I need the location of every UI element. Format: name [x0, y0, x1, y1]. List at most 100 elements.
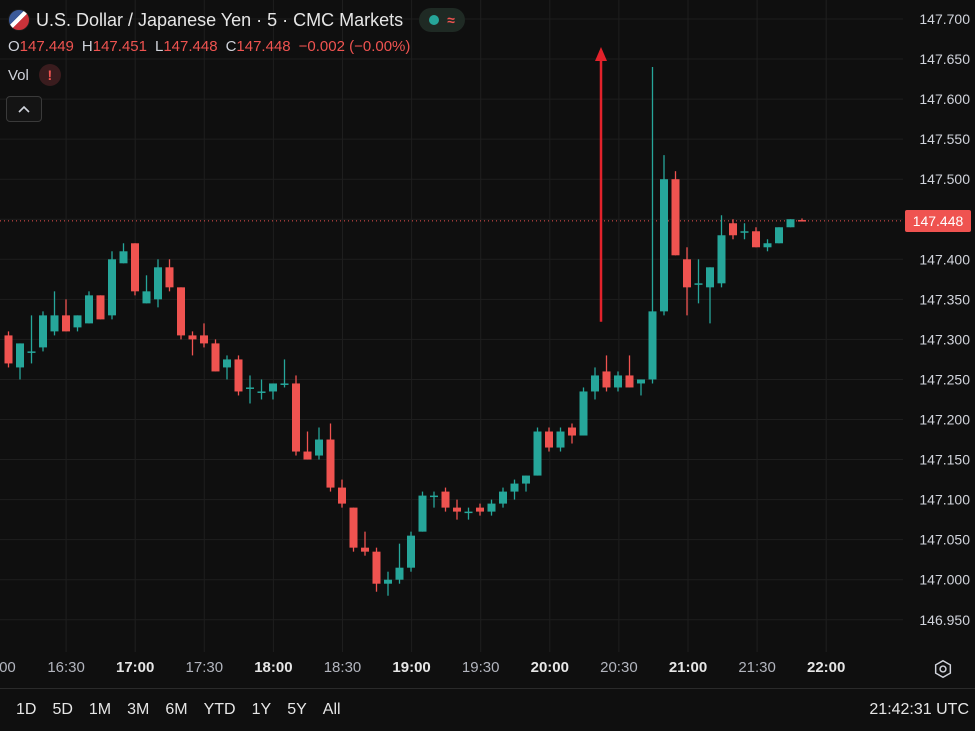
candle-body	[556, 431, 565, 448]
range-1m-button[interactable]: 1M	[88, 701, 112, 718]
candle-body	[706, 267, 714, 288]
candle-body	[752, 231, 760, 248]
range-toolbar: 1D 5D 1M 3M 6M YTD 1Y 5Y All 21:42:31 UT…	[0, 688, 975, 731]
market-status-pill[interactable]: ≈	[419, 8, 465, 32]
range-6m-button[interactable]: 6M	[165, 701, 188, 718]
candle-body	[154, 267, 162, 300]
symbol-legend[interactable]: U.S. Dollar / Japanese Yen · 5 · CMC Mar…	[8, 8, 465, 32]
symbol-title[interactable]: U.S. Dollar / Japanese Yen · 5 · CMC Mar…	[36, 9, 404, 30]
collapse-legend-button[interactable]	[6, 96, 42, 122]
ohlc-open: O147.449	[8, 38, 74, 55]
candle-body	[315, 439, 323, 456]
candle-body	[545, 431, 553, 448]
candle-body	[257, 391, 266, 393]
candle-body	[108, 259, 116, 316]
candle-body	[729, 223, 737, 236]
wave-icon: ≈	[447, 12, 455, 28]
range-5d-button[interactable]: 5D	[52, 701, 73, 718]
candle-body	[16, 343, 24, 368]
price-tick-label: 147.400	[919, 251, 970, 267]
candle-body	[223, 359, 231, 368]
candle-body	[269, 383, 277, 392]
settings-gear-icon[interactable]	[932, 658, 954, 680]
annotation-arrow-head	[595, 47, 607, 62]
volume-indicator[interactable]: Vol !	[8, 64, 61, 86]
time-tick-label: 18:30	[324, 659, 362, 676]
candle-body	[73, 315, 82, 328]
price-tick-label: 147.200	[919, 412, 970, 428]
candle-body	[39, 315, 47, 348]
candle-body	[694, 283, 703, 285]
candle-body	[200, 335, 208, 344]
candle-body	[798, 220, 806, 222]
candle-body	[27, 351, 36, 353]
market-open-dot-icon	[429, 15, 440, 25]
candle-body	[533, 431, 542, 476]
volume-alert-icon[interactable]: !	[38, 64, 61, 86]
ohlc-close: C147.448	[225, 38, 291, 55]
candle-body	[487, 503, 496, 512]
range-1y-button[interactable]: 1Y	[251, 701, 272, 718]
candle-body	[683, 259, 691, 288]
candle-body	[280, 383, 289, 385]
candle-body	[234, 359, 243, 392]
candle-body	[96, 295, 105, 320]
price-chart[interactable]: 147.700 147.650 147.600 147.550 147.500 147.4…	[0, 0, 975, 688]
chevron-up-icon	[18, 105, 30, 113]
usd-jpy-flag-icon	[8, 9, 30, 31]
ohlc-low: L147.448	[154, 38, 218, 55]
time-tick-label: 16:30	[47, 659, 85, 676]
range-1d-button[interactable]: 1D	[16, 701, 37, 718]
time-axis[interactable]: 16:00 16:30 17:00 17:30 18:00 18:30 19:00 19:30…	[0, 659, 845, 676]
candle-body	[786, 219, 795, 228]
candle-body	[591, 375, 599, 392]
price-tick-label: 147.000	[919, 572, 970, 588]
ohlc-change: −0.002 (−0.00%)	[298, 38, 411, 55]
time-tick-label: 21:00	[669, 659, 707, 676]
range-3m-button[interactable]: 3M	[127, 701, 150, 718]
time-tick-label: 17:30	[186, 659, 224, 676]
volume-label: Vol	[8, 66, 29, 84]
candle-body	[188, 335, 197, 340]
utc-clock[interactable]: 21:42:31 UTC	[869, 701, 969, 718]
time-tick-label: 20:00	[531, 659, 569, 676]
candle-body	[602, 371, 611, 388]
time-tick-label: 19:30	[462, 659, 500, 676]
time-tick-label: 22:00	[807, 659, 845, 676]
candle-body	[522, 475, 530, 484]
candle-body	[464, 511, 473, 514]
time-tick-label: 19:00	[392, 659, 430, 676]
candle-body	[50, 315, 59, 332]
candle-body	[717, 235, 726, 284]
candle-body	[579, 391, 588, 436]
candle-body	[763, 243, 772, 248]
price-tick-label: 147.650	[919, 51, 970, 67]
candle-body	[510, 483, 519, 492]
price-tick-label: 147.150	[919, 452, 970, 468]
price-axis[interactable]: 147.700 147.650 147.600 147.550 147.500 147.4…	[919, 11, 970, 628]
candle-body	[177, 287, 185, 336]
time-tick-label: 21:30	[738, 659, 776, 676]
candle-body	[361, 547, 369, 552]
range-ytd-button[interactable]: YTD	[203, 701, 236, 718]
candle-body	[648, 311, 657, 380]
candle-body	[499, 491, 507, 504]
candle-body	[4, 335, 13, 364]
chart-annotation	[595, 47, 607, 322]
candle-body	[349, 507, 358, 548]
candle-body	[568, 427, 576, 436]
candle-body	[660, 179, 668, 312]
chart-grid	[0, 0, 903, 652]
candle-body	[303, 451, 312, 460]
candle-body	[476, 507, 484, 512]
price-tick-label: 147.500	[919, 171, 970, 187]
candle-body	[246, 387, 254, 389]
candle-body	[384, 579, 392, 584]
candle-body	[131, 243, 139, 292]
range-5y-button[interactable]: 5Y	[287, 701, 307, 718]
range-all-button[interactable]: All	[322, 701, 341, 718]
price-tick-label: 146.950	[919, 612, 970, 628]
candle-body	[142, 291, 151, 304]
candle-body	[292, 383, 300, 452]
candle-body	[671, 179, 680, 256]
